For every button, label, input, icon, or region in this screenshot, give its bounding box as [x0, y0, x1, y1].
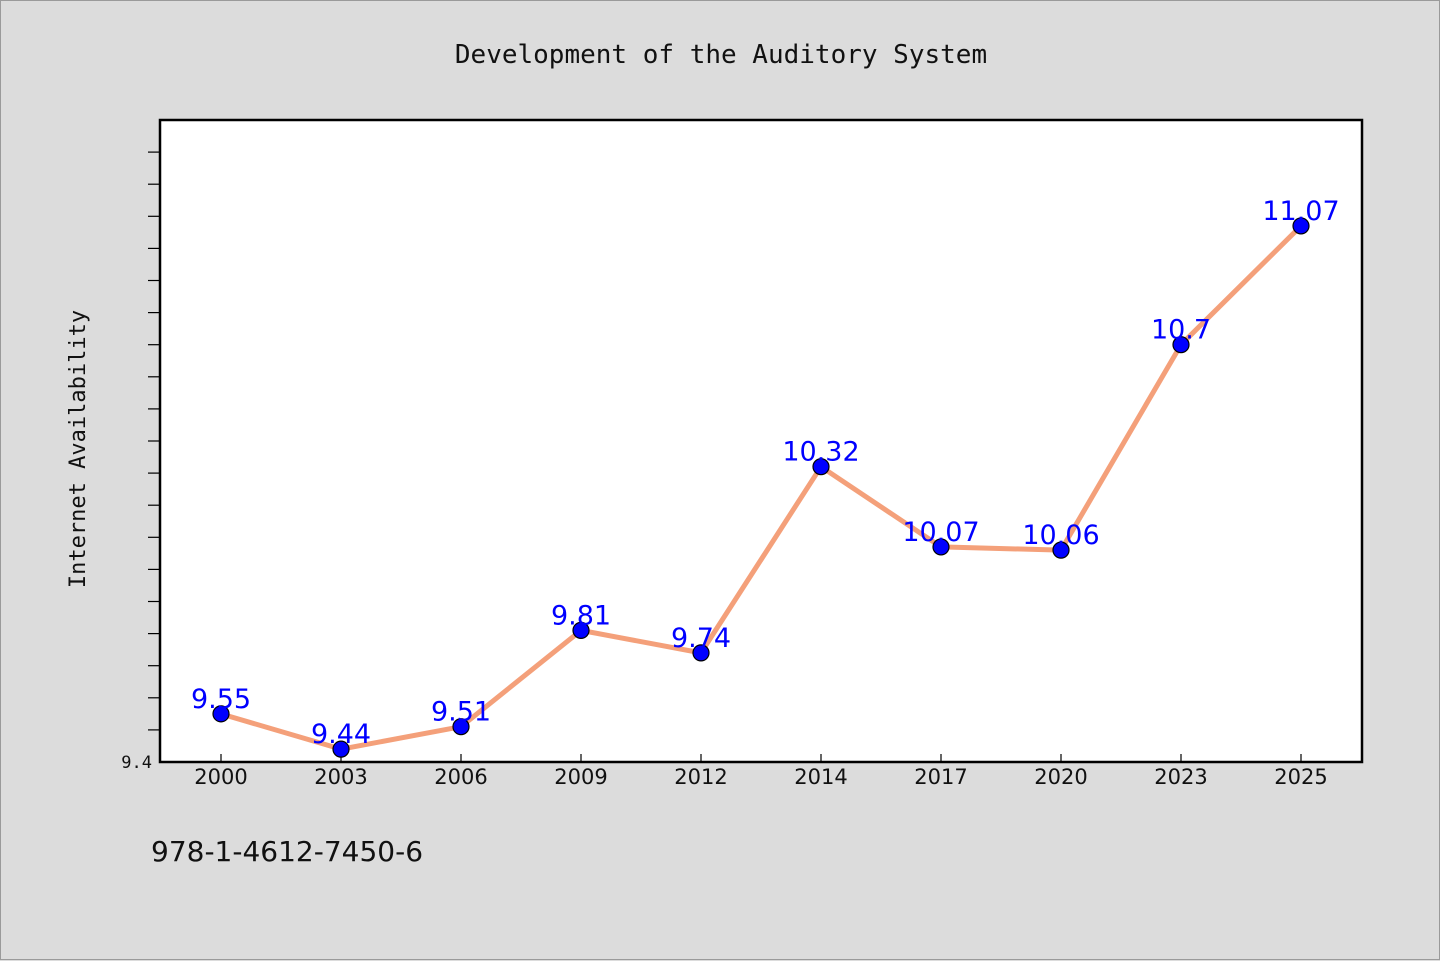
series-line [218, 223, 1304, 752]
data-label: 9.55 [191, 684, 251, 715]
y-tick-label: 9.4 [121, 753, 152, 773]
data-label: 9.44 [311, 719, 371, 750]
x-tick-label: 2009 [554, 765, 607, 789]
data-label: 10.7 [1151, 315, 1211, 346]
x-tick-label: 2012 [674, 765, 727, 789]
data-point [812, 458, 830, 476]
data-point [1052, 541, 1070, 559]
data-point [692, 644, 710, 662]
data-labels-layer: 9.55 9.44 9.51 9.81 9.74 10.32 10.07 10.06 10.7 1… [191, 196, 1340, 750]
x-tick-label: 2017 [914, 765, 967, 789]
x-tick-label: 2000 [194, 765, 247, 789]
x-tick-label: 2025 [1274, 765, 1327, 789]
data-point [1292, 217, 1310, 235]
data-label: 10.32 [782, 437, 859, 468]
data-label: 9.81 [551, 600, 611, 631]
data-point [932, 538, 950, 556]
data-label: 9.74 [671, 623, 731, 654]
isbn-code: 978-1-4612-7450-6 [151, 835, 424, 868]
x-tick-label: 2014 [794, 765, 847, 789]
data-label: 11.07 [1262, 196, 1339, 227]
chart-title: Development of the Auditory System [455, 40, 987, 70]
data-point [332, 740, 350, 758]
x-tick-label: 2006 [434, 765, 487, 789]
data-point [1172, 336, 1190, 354]
data-point [212, 705, 230, 723]
data-label: 9.51 [431, 697, 491, 728]
series-layer [212, 217, 1310, 758]
y-axis-label: Internet Availability [66, 310, 91, 588]
plot-area [158, 118, 1364, 764]
data-point [572, 621, 590, 639]
axis-ticks: 9.4 2000 2003 2006 2009 2012 2014 2017 2020 2023 2… [121, 151, 1328, 789]
x-tick-label: 2023 [1154, 765, 1207, 789]
x-tick-label: 2003 [314, 765, 367, 789]
data-label: 10.07 [902, 517, 979, 548]
data-label: 10.06 [1022, 520, 1099, 551]
data-point [452, 718, 470, 736]
x-tick-label: 2020 [1034, 765, 1087, 789]
